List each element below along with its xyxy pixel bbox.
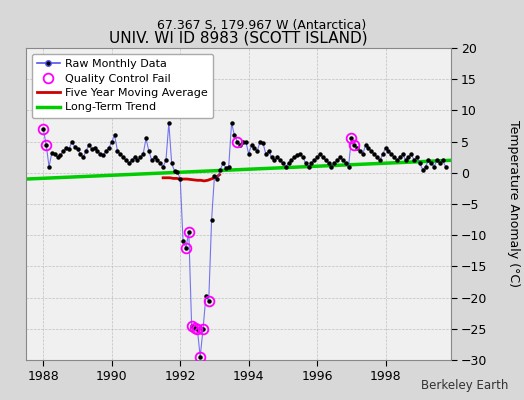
Text: 67.367 S, 179.967 W (Antarctica): 67.367 S, 179.967 W (Antarctica) xyxy=(157,20,367,32)
Legend: Raw Monthly Data, Quality Control Fail, Five Year Moving Average, Long-Term Tren: Raw Monthly Data, Quality Control Fail, … xyxy=(32,54,213,118)
Y-axis label: Temperature Anomaly (°C): Temperature Anomaly (°C) xyxy=(507,120,520,288)
Title: UNIV. WI ID 8983 (SCOTT ISLAND): UNIV. WI ID 8983 (SCOTT ISLAND) xyxy=(109,30,368,46)
Text: Berkeley Earth: Berkeley Earth xyxy=(421,379,508,392)
